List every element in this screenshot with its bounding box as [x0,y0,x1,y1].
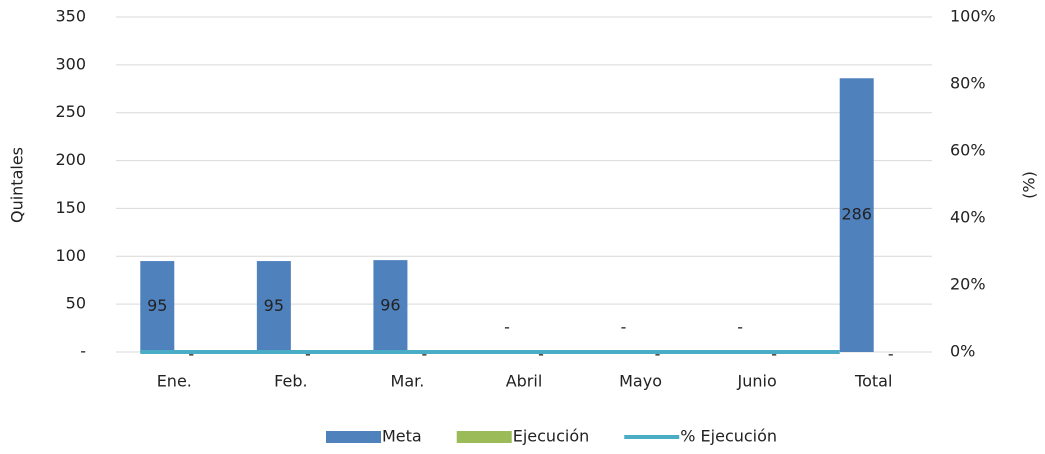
y-tick-label: 350 [55,7,86,26]
x-tick-label: Mar. [391,372,425,391]
y-tick-label: 200 [55,150,86,169]
legend-label: Ejecución [513,427,590,446]
data-label: 95 [147,296,167,315]
data-label: - [888,345,894,364]
y-tick-label: 150 [55,198,86,217]
y-axis-label: Quintales [8,147,27,223]
y2-tick-label: 0% [950,342,975,361]
bar [373,260,408,352]
data-label: 286 [841,205,872,224]
bar [256,261,291,352]
x-tick-label: Mayo [619,372,662,391]
y-tick-label: 50 [66,294,86,313]
y2-tick-label: 80% [950,74,986,93]
x-tick-label: Feb. [274,372,307,391]
data-label: - [737,318,743,337]
y2-tick-label: 40% [950,208,986,227]
y2-tick-label: 100% [950,7,996,26]
legend-swatch [456,431,512,443]
y-tick-label: 300 [55,54,86,73]
y2-axis-label: (%) [1020,171,1039,199]
x-tick-label: Junio [737,372,777,391]
legend-label: % Ejecución [680,427,777,446]
x-tick-label: Abril [506,372,543,391]
y2-tick-label: 20% [950,275,986,294]
legend-swatch [326,431,381,443]
bar [140,261,175,352]
data-label: - [621,318,627,337]
y-tick-label: 100 [55,246,86,265]
y2-tick-label: 60% [950,141,986,160]
x-tick-label: Ene. [157,372,192,391]
y-tick-label: 250 [55,102,86,121]
x-tick-label: Total [854,372,892,391]
data-label: - [504,318,510,337]
bar [839,78,874,352]
data-label: 96 [380,296,400,315]
legend-label: Meta [382,427,422,446]
y-tick-label: - [80,342,86,361]
data-label: 95 [264,296,284,315]
